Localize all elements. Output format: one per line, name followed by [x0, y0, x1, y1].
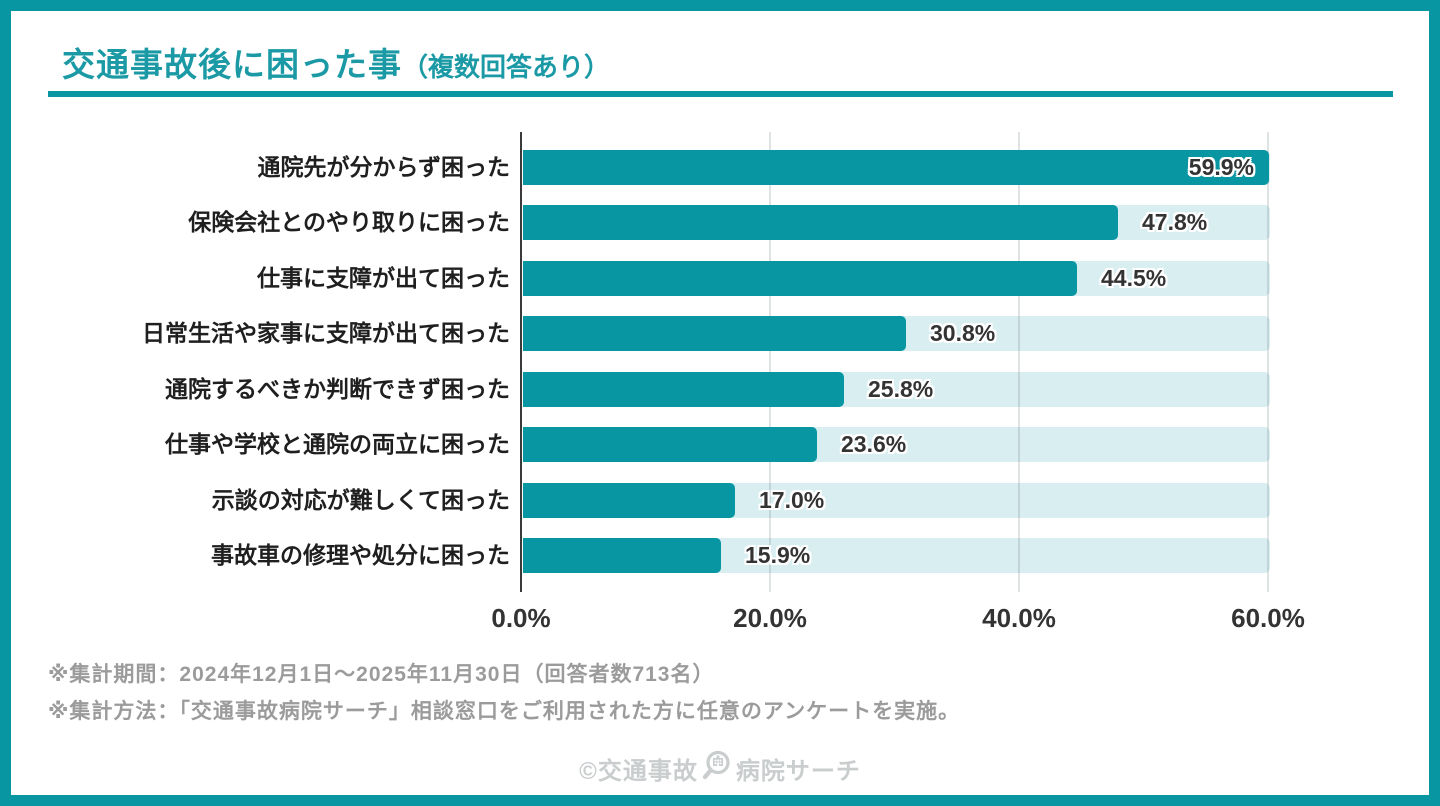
gridline: [1018, 132, 1020, 592]
bar-value-label: 23.6%: [841, 431, 907, 457]
bar: [523, 261, 1077, 296]
bar-label: 通院するべきか判断できず困った: [165, 376, 510, 402]
title-underline: [48, 91, 1393, 97]
bar: [523, 150, 1269, 185]
bar: [523, 483, 735, 518]
gridline: [769, 132, 771, 592]
watermark-suffix: 病院サーチ: [735, 758, 861, 785]
y-axis-line: [520, 132, 522, 592]
bar-value-label: 25.8%: [868, 376, 934, 402]
page-title-main: 交通事故後に困った事: [62, 46, 402, 83]
x-axis-tick-label: 40.0%: [982, 603, 1056, 633]
bar-label: 通院先が分からず困った: [257, 154, 510, 180]
footnote-method: ※集計方法：「交通事故病院サーチ」相談窓口をご利用された方に任意のアンケートを実…: [48, 700, 961, 723]
x-axis-tick-label: 60.0%: [1231, 603, 1305, 633]
gridline: [1267, 132, 1269, 592]
bar: [523, 538, 721, 573]
bar-value-label: 17.0%: [759, 487, 825, 513]
x-axis-tick-label: 0.0%: [491, 603, 551, 633]
bar: [523, 316, 906, 351]
bar-value-label: 44.5%: [1101, 265, 1167, 291]
bar-label: 仕事に支障が出て困った: [257, 265, 510, 291]
bar: [523, 205, 1118, 240]
magnifier-hospital-icon: [700, 748, 734, 789]
bar-label: 保険会社とのやり取りに困った: [188, 209, 510, 235]
bar: [523, 372, 844, 407]
bar-label: 事故車の修理や処分に困った: [211, 542, 510, 568]
watermark-prefix: ©交通事故: [579, 758, 698, 785]
bar-label: 仕事や学校と通院の両立に困った: [165, 431, 510, 457]
bar: [523, 427, 817, 462]
bar-value-label: 30.8%: [930, 320, 996, 346]
page-title-suffix: （複数回答あり）: [402, 52, 611, 82]
watermark: ©交通事故 病院サーチ: [0, 748, 1440, 789]
bar-value-label: 15.9%: [745, 542, 811, 568]
page-title: 交通事故後に困った事（複数回答あり）: [62, 38, 610, 86]
bar-label: 示談の対応が難しくて困った: [211, 487, 510, 513]
bar-value-label: 47.8%: [1142, 209, 1208, 235]
bar-label: 日常生活や家事に支障が出て困った: [142, 320, 510, 346]
footnote-period: ※集計期間：2024年12月1日～2025年11月30日（回答者数713名）: [48, 663, 715, 686]
bar-value-label: 59.9%: [1188, 154, 1254, 180]
x-axis-tick-label: 20.0%: [733, 603, 807, 633]
